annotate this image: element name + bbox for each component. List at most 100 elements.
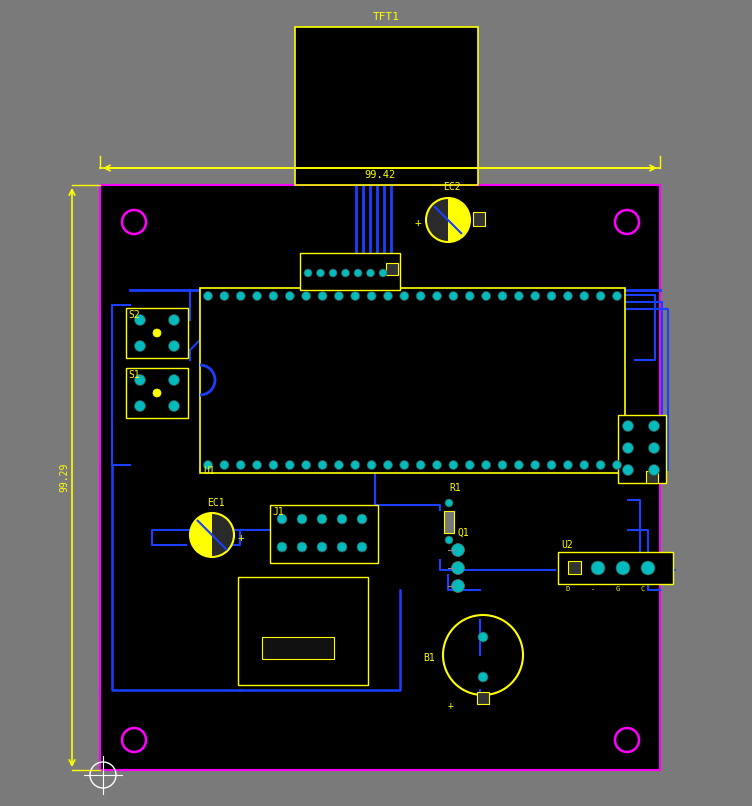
Circle shape (514, 292, 523, 301)
Circle shape (623, 442, 633, 454)
Bar (300, 253, 400, 290)
Wedge shape (448, 198, 470, 242)
Circle shape (580, 292, 589, 301)
Circle shape (204, 460, 213, 470)
Circle shape (153, 329, 161, 337)
Circle shape (297, 514, 307, 524)
Circle shape (285, 292, 294, 301)
Circle shape (648, 442, 660, 454)
Text: U1: U1 (203, 466, 215, 476)
Text: S2: S2 (128, 310, 140, 320)
Text: U2: U2 (561, 540, 573, 550)
Circle shape (329, 269, 337, 277)
Circle shape (547, 292, 556, 301)
Text: Q1: Q1 (458, 528, 470, 538)
Circle shape (153, 389, 161, 397)
Circle shape (204, 292, 213, 301)
Circle shape (285, 460, 294, 470)
Circle shape (531, 292, 540, 301)
Circle shape (451, 562, 465, 575)
Circle shape (168, 314, 180, 326)
Bar (618, 415, 666, 483)
Circle shape (367, 292, 376, 301)
Circle shape (478, 632, 488, 642)
Circle shape (465, 460, 475, 470)
Circle shape (269, 292, 278, 301)
Circle shape (236, 460, 245, 470)
Text: EC2: EC2 (443, 182, 461, 192)
Bar (100, 185, 660, 770)
Circle shape (432, 460, 441, 470)
Text: -: - (591, 586, 595, 592)
Circle shape (612, 460, 621, 470)
Circle shape (481, 460, 490, 470)
Circle shape (357, 514, 367, 524)
Circle shape (317, 269, 325, 277)
Circle shape (337, 514, 347, 524)
Text: EC1: EC1 (207, 498, 225, 508)
Circle shape (514, 460, 523, 470)
Circle shape (465, 292, 475, 301)
Circle shape (563, 292, 572, 301)
Bar (238, 577, 368, 685)
Circle shape (384, 460, 393, 470)
Circle shape (449, 460, 458, 470)
Circle shape (641, 561, 655, 575)
Circle shape (451, 580, 465, 592)
Circle shape (580, 460, 589, 470)
Text: J1: J1 (272, 507, 284, 517)
Circle shape (596, 460, 605, 470)
Text: TFT1: TFT1 (372, 12, 399, 22)
Text: D: D (566, 586, 570, 592)
Text: +: + (414, 218, 421, 228)
Bar (646, 471, 658, 483)
Circle shape (350, 460, 359, 470)
Circle shape (317, 542, 327, 552)
Circle shape (335, 292, 344, 301)
Circle shape (277, 542, 287, 552)
Circle shape (498, 292, 507, 301)
Text: 99.29: 99.29 (59, 463, 69, 492)
Circle shape (547, 460, 556, 470)
Text: R1: R1 (449, 483, 461, 493)
Circle shape (135, 375, 145, 385)
Circle shape (596, 292, 605, 301)
Circle shape (297, 542, 307, 552)
Circle shape (318, 292, 327, 301)
Circle shape (354, 269, 362, 277)
Circle shape (384, 292, 393, 301)
Bar (473, 212, 485, 226)
Circle shape (317, 514, 327, 524)
Bar (386, 263, 398, 275)
Circle shape (426, 198, 470, 242)
Circle shape (616, 561, 630, 575)
Circle shape (379, 269, 387, 277)
Circle shape (190, 513, 234, 557)
Bar (295, 27, 478, 185)
Circle shape (269, 460, 278, 470)
Circle shape (350, 292, 359, 301)
Bar (270, 505, 378, 563)
Circle shape (253, 460, 262, 470)
Circle shape (648, 464, 660, 476)
Circle shape (432, 292, 441, 301)
Circle shape (341, 269, 350, 277)
Bar (262, 637, 334, 659)
Circle shape (612, 292, 621, 301)
Circle shape (531, 460, 540, 470)
Circle shape (366, 269, 374, 277)
Text: +: + (448, 701, 454, 711)
Text: +: + (238, 533, 244, 543)
Circle shape (253, 292, 262, 301)
Circle shape (400, 460, 409, 470)
Circle shape (335, 460, 344, 470)
Circle shape (400, 292, 409, 301)
Circle shape (478, 672, 488, 682)
Circle shape (337, 542, 347, 552)
Circle shape (498, 460, 507, 470)
Bar (568, 561, 581, 574)
Circle shape (277, 514, 287, 524)
Bar (444, 511, 454, 533)
Circle shape (449, 292, 458, 301)
Circle shape (648, 421, 660, 431)
